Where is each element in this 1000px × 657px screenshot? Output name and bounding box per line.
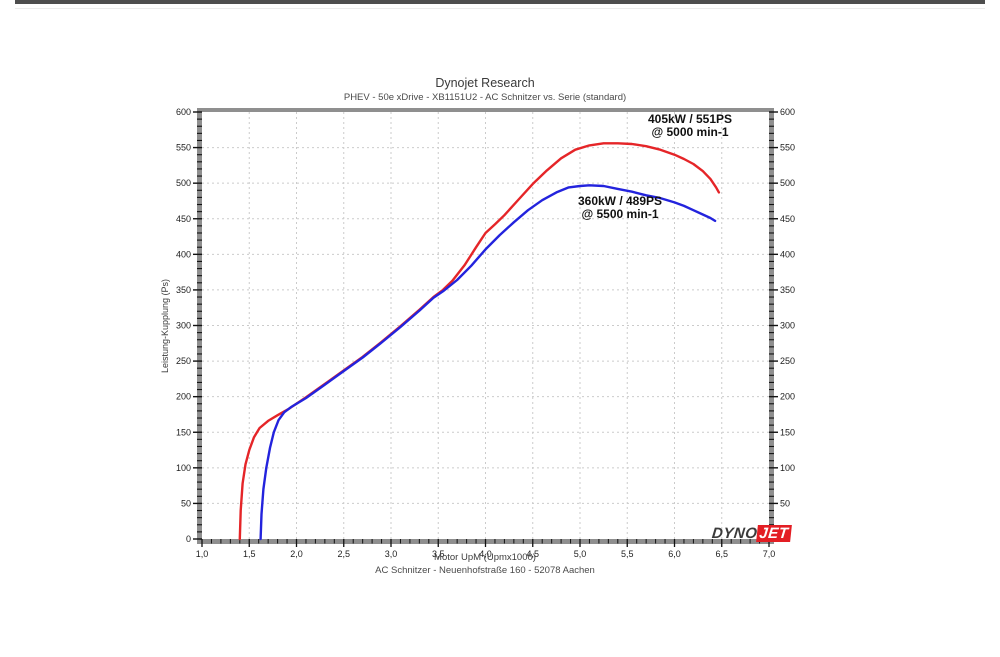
svg-text:3,5: 3,5 [432, 549, 445, 559]
svg-text:150: 150 [780, 427, 795, 437]
svg-text:400: 400 [780, 249, 795, 259]
svg-text:100: 100 [176, 463, 191, 473]
dynojet-logo: DYNOJET [711, 525, 793, 542]
svg-text:200: 200 [780, 392, 795, 402]
svg-text:3,0: 3,0 [385, 549, 398, 559]
svg-text:200: 200 [176, 392, 191, 402]
tuned-power-rpm: @ 5000 min-1 [651, 125, 729, 139]
stock-power-rpm: @ 5500 min-1 [581, 207, 659, 221]
svg-text:250: 250 [176, 356, 191, 366]
svg-text:150: 150 [176, 427, 191, 437]
power-annotation-stock: 360kW / 489PS @ 5500 min-1 [550, 195, 690, 221]
svg-text:100: 100 [780, 463, 795, 473]
stock-power-value: 360kW / 489PS [577, 194, 663, 208]
svg-text:50: 50 [780, 498, 790, 508]
top-border-bar [15, 0, 985, 4]
svg-text:1,5: 1,5 [243, 549, 256, 559]
svg-text:6,5: 6,5 [715, 549, 728, 559]
power-annotation-tuned: 405kW / 551PS @ 5000 min-1 [620, 113, 760, 139]
svg-text:0: 0 [186, 534, 191, 544]
footer-address: AC Schnitzer - Neuenhofstraße 160 - 5207… [375, 565, 595, 576]
svg-text:600: 600 [780, 107, 795, 117]
dynojet-logo-dyno: DYNO [711, 525, 759, 542]
svg-text:5,0: 5,0 [574, 549, 587, 559]
x-axis-label: Motor UpM (Upmx1000) [434, 552, 536, 563]
svg-text:400: 400 [176, 249, 191, 259]
svg-text:6,0: 6,0 [668, 549, 681, 559]
svg-text:500: 500 [176, 178, 191, 188]
chart-subtitle: PHEV - 50e xDrive - XB1151U2 - AC Schnit… [343, 92, 627, 103]
svg-text:300: 300 [780, 321, 795, 331]
svg-text:5,5: 5,5 [621, 549, 634, 559]
svg-text:300: 300 [176, 321, 191, 331]
chart-title: Dynojet Research [435, 76, 535, 90]
svg-text:2,0: 2,0 [290, 549, 303, 559]
top-border-shadow [15, 8, 985, 9]
svg-text:350: 350 [176, 285, 191, 295]
svg-text:450: 450 [176, 214, 191, 224]
svg-text:50: 50 [181, 498, 191, 508]
y-axis-label: Leistung-Kupplung (Ps) [160, 278, 170, 373]
tuned-power-value: 405kW / 551PS [647, 112, 733, 126]
svg-text:450: 450 [780, 214, 795, 224]
svg-text:250: 250 [780, 356, 795, 366]
svg-text:500: 500 [780, 178, 795, 188]
svg-text:1,0: 1,0 [196, 549, 209, 559]
dynojet-logo-jet: JET [756, 525, 793, 542]
svg-text:550: 550 [176, 143, 191, 153]
svg-text:550: 550 [780, 143, 795, 153]
svg-text:7,0: 7,0 [763, 549, 776, 559]
svg-text:4,0: 4,0 [479, 549, 492, 559]
svg-text:600: 600 [176, 107, 191, 117]
svg-text:350: 350 [780, 285, 795, 295]
svg-text:4,5: 4,5 [526, 549, 539, 559]
svg-text:2,5: 2,5 [337, 549, 350, 559]
